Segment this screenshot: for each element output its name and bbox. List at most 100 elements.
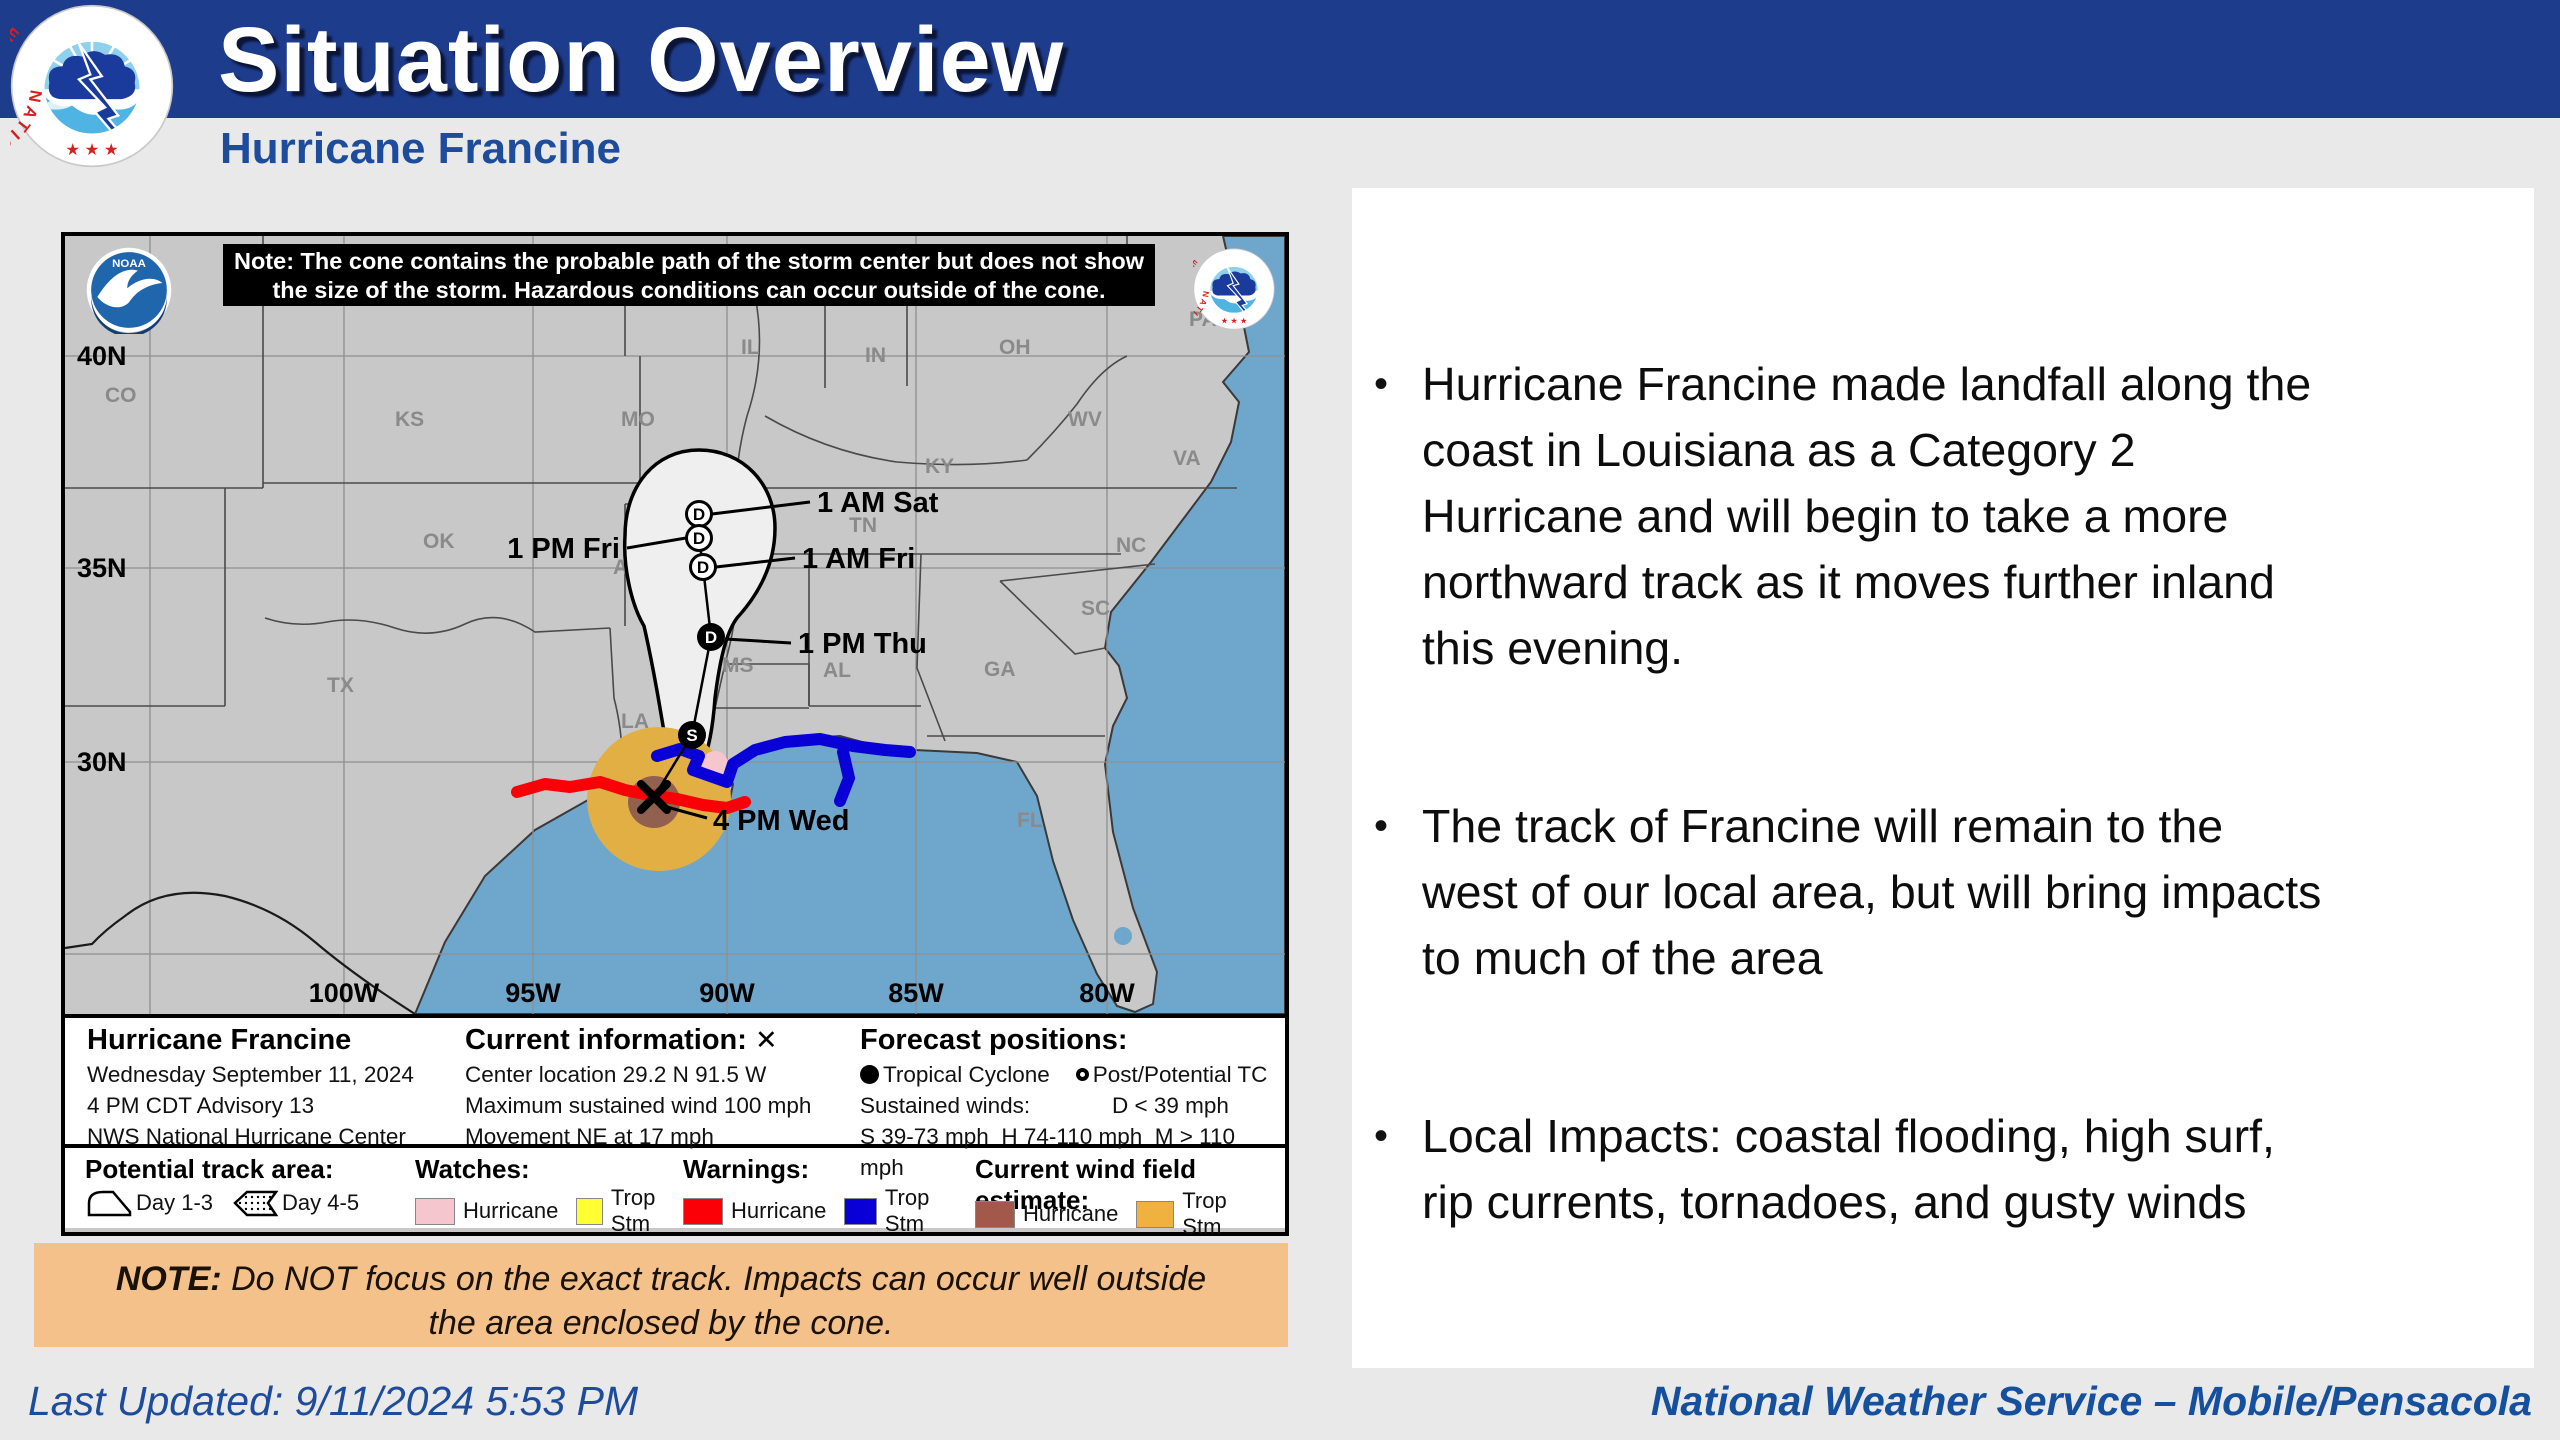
watches-title: Watches: xyxy=(415,1154,530,1184)
day13-cone-icon xyxy=(87,1190,132,1217)
svg-text:LA: LA xyxy=(621,710,649,733)
svg-text:TN: TN xyxy=(849,514,877,537)
leader-lines xyxy=(626,500,811,820)
marker-post-tc xyxy=(685,524,713,552)
day45-cone-icon xyxy=(233,1190,279,1217)
tropstm-wind-swatch xyxy=(1136,1200,1175,1228)
page-title: Situation Overview xyxy=(218,9,1065,111)
sustained-winds-label: Sustained winds: xyxy=(860,1093,1031,1118)
svg-text:IN: IN xyxy=(865,344,886,367)
legend-watches: Watches: Hurricane Trop Stm xyxy=(415,1154,683,1236)
bullet-text-track: The track of Francine will remain to the… xyxy=(1422,800,2322,984)
svg-text:CO: CO xyxy=(105,384,137,407)
hurricane-warning-swatch xyxy=(683,1197,723,1225)
marker-tropical-depression xyxy=(697,623,725,651)
svg-text:D: D xyxy=(705,628,717,647)
header-bar xyxy=(0,0,2560,118)
marker-tropical-storm xyxy=(678,721,706,749)
center-location: Center location 29.2 N 91.5 W xyxy=(465,1062,767,1087)
noaa-logo: NOAA xyxy=(85,246,173,334)
legend-track-area: Potential track area: Day 1-3 xyxy=(85,1154,415,1228)
note-text: Do NOT focus on the exact track. Impacts… xyxy=(231,1260,1207,1342)
forecast-positions-column: Forecast positions: Tropical Cyclone Pos… xyxy=(860,1024,1285,1180)
svg-text:VA: VA xyxy=(1173,447,1201,470)
marker-post-tc xyxy=(689,553,717,581)
legend-warnings: Warnings: Hurricane Trop Stm xyxy=(683,1154,975,1236)
legend-item-day13: Day 1-3 xyxy=(85,1188,213,1218)
track-area-title: Potential track area: xyxy=(85,1154,334,1184)
svg-text:D: D xyxy=(697,558,709,577)
tropstm-watch-swatch xyxy=(576,1197,603,1225)
svg-text:90W: 90W xyxy=(699,978,755,1008)
bullet-icon xyxy=(1374,1103,1422,1235)
wind-field-title: Current wind field estimate: xyxy=(975,1154,1196,1215)
state-labels: CO KS OK TX MO AR LA IL IN OH PA WV VA K… xyxy=(105,308,1217,832)
svg-text:35N: 35N xyxy=(77,553,127,583)
svg-text:NC: NC xyxy=(1116,534,1146,557)
state-borders xyxy=(65,236,1237,782)
svg-text:AL: AL xyxy=(823,659,851,682)
svg-text:TX: TX xyxy=(327,674,354,697)
svg-text:FL: FL xyxy=(1017,809,1043,832)
svg-text:85W: 85W xyxy=(888,978,944,1008)
legend-item-day45: Day 4-5 xyxy=(231,1188,359,1218)
legend-item-hurricane-wind: Hurricane xyxy=(975,1200,1118,1228)
svg-text:D: D xyxy=(693,529,705,548)
hurricane-map: CO KS OK TX MO AR LA IL IN OH PA WV VA K… xyxy=(61,232,1289,1239)
longitude-labels: 100W 95W 90W 85W 80W xyxy=(309,978,1136,1008)
tropical-cyclone-label: Tropical Cyclone xyxy=(883,1062,1050,1087)
post-tc-label: Post/Potential TC xyxy=(1092,1062,1268,1087)
cone-disclaimer-bar: Note: The cone contains the probable pat… xyxy=(223,244,1155,306)
hurricane-warning-line xyxy=(511,776,751,814)
forecast-cone xyxy=(622,448,777,780)
noaa-logo-text: NOAA xyxy=(112,258,146,270)
note-banner: NOTE: Do NOT focus on the exact track. I… xyxy=(34,1243,1288,1347)
map-view: CO KS OK TX MO AR LA IL IN OH PA WV VA K… xyxy=(65,236,1285,1014)
svg-text:KS: KS xyxy=(395,408,424,431)
lake-okeechobee xyxy=(1114,927,1132,945)
marker-current-position-x xyxy=(637,780,671,814)
tropical-cyclone-dot-icon xyxy=(860,1065,879,1084)
svg-text:★ ★ ★: ★ ★ ★ xyxy=(1221,316,1248,325)
current-info-column: Current information: ✕ Center location 2… xyxy=(465,1024,860,1149)
storm-name: Hurricane Francine xyxy=(87,1024,352,1056)
current-position-x-icon: ✕ xyxy=(755,1025,778,1055)
forecast-position-markers: D D D D S xyxy=(637,500,725,814)
svg-text:IL: IL xyxy=(741,336,760,359)
svg-text:40N: 40N xyxy=(77,341,127,371)
svg-text:OK: OK xyxy=(423,530,455,553)
bullet-item: Local Impacts: coastal flooding, high su… xyxy=(1374,1103,2479,1235)
map-legend: Potential track area: Day 1-3 xyxy=(65,1144,1285,1239)
page-subtitle: Hurricane Francine xyxy=(220,124,622,173)
legend-item-tropstm-wind: Trop Stm xyxy=(1136,1188,1267,1240)
legend-wind-field: Current wind field estimate: Hurricane T… xyxy=(975,1154,1285,1239)
note-label: NOTE: xyxy=(115,1260,222,1298)
grid-lines xyxy=(65,236,1285,1014)
latitude-labels: 40N 35N 30N xyxy=(77,341,127,777)
svg-text:MO: MO xyxy=(621,408,655,431)
svg-text:80W: 80W xyxy=(1079,978,1135,1008)
track-time-labels: 1 AM Sat 1 PM Fri 1 AM Fri 1 PM Thu 4 PM… xyxy=(507,487,939,837)
legend-item-hurricane-warning: Hurricane xyxy=(683,1197,826,1225)
storm-id-column: Hurricane Francine Wednesday September 1… xyxy=(65,1024,465,1149)
nws-logo: NATIONAL WEATHER SERVICE ★ ★ ★ xyxy=(10,4,174,168)
svg-text:4 PM Wed: 4 PM Wed xyxy=(713,805,849,837)
depression-wind-range: D < 39 mph xyxy=(1112,1093,1229,1118)
warnings-title: Warnings: xyxy=(683,1154,810,1184)
hurricane-wind-swatch xyxy=(975,1200,1015,1228)
last-updated: Last Updated: 9/11/2024 5:53 PM xyxy=(28,1378,639,1424)
map-svg: CO KS OK TX MO AR LA IL IN OH PA WV VA K… xyxy=(65,236,1285,1014)
rio-grande-border xyxy=(65,891,416,1014)
svg-text:95W: 95W xyxy=(505,978,561,1008)
svg-text:1 AM Sat: 1 AM Sat xyxy=(817,487,939,519)
post-tc-circle-icon xyxy=(1075,1068,1089,1081)
svg-text:S: S xyxy=(686,726,697,745)
svg-text:WV: WV xyxy=(1068,408,1102,431)
svg-text:SC: SC xyxy=(1081,597,1110,620)
legend-item-tropstm-warning: Trop Stm xyxy=(844,1185,957,1237)
svg-text:1 PM Thu: 1 PM Thu xyxy=(798,628,927,660)
bullet-text-landfall: Hurricane Francine made landfall along t… xyxy=(1422,358,2312,674)
tropstm-warning-line xyxy=(651,733,916,788)
current-info-title: Current information: ✕ xyxy=(465,1024,778,1056)
svg-text:30N: 30N xyxy=(77,747,127,777)
